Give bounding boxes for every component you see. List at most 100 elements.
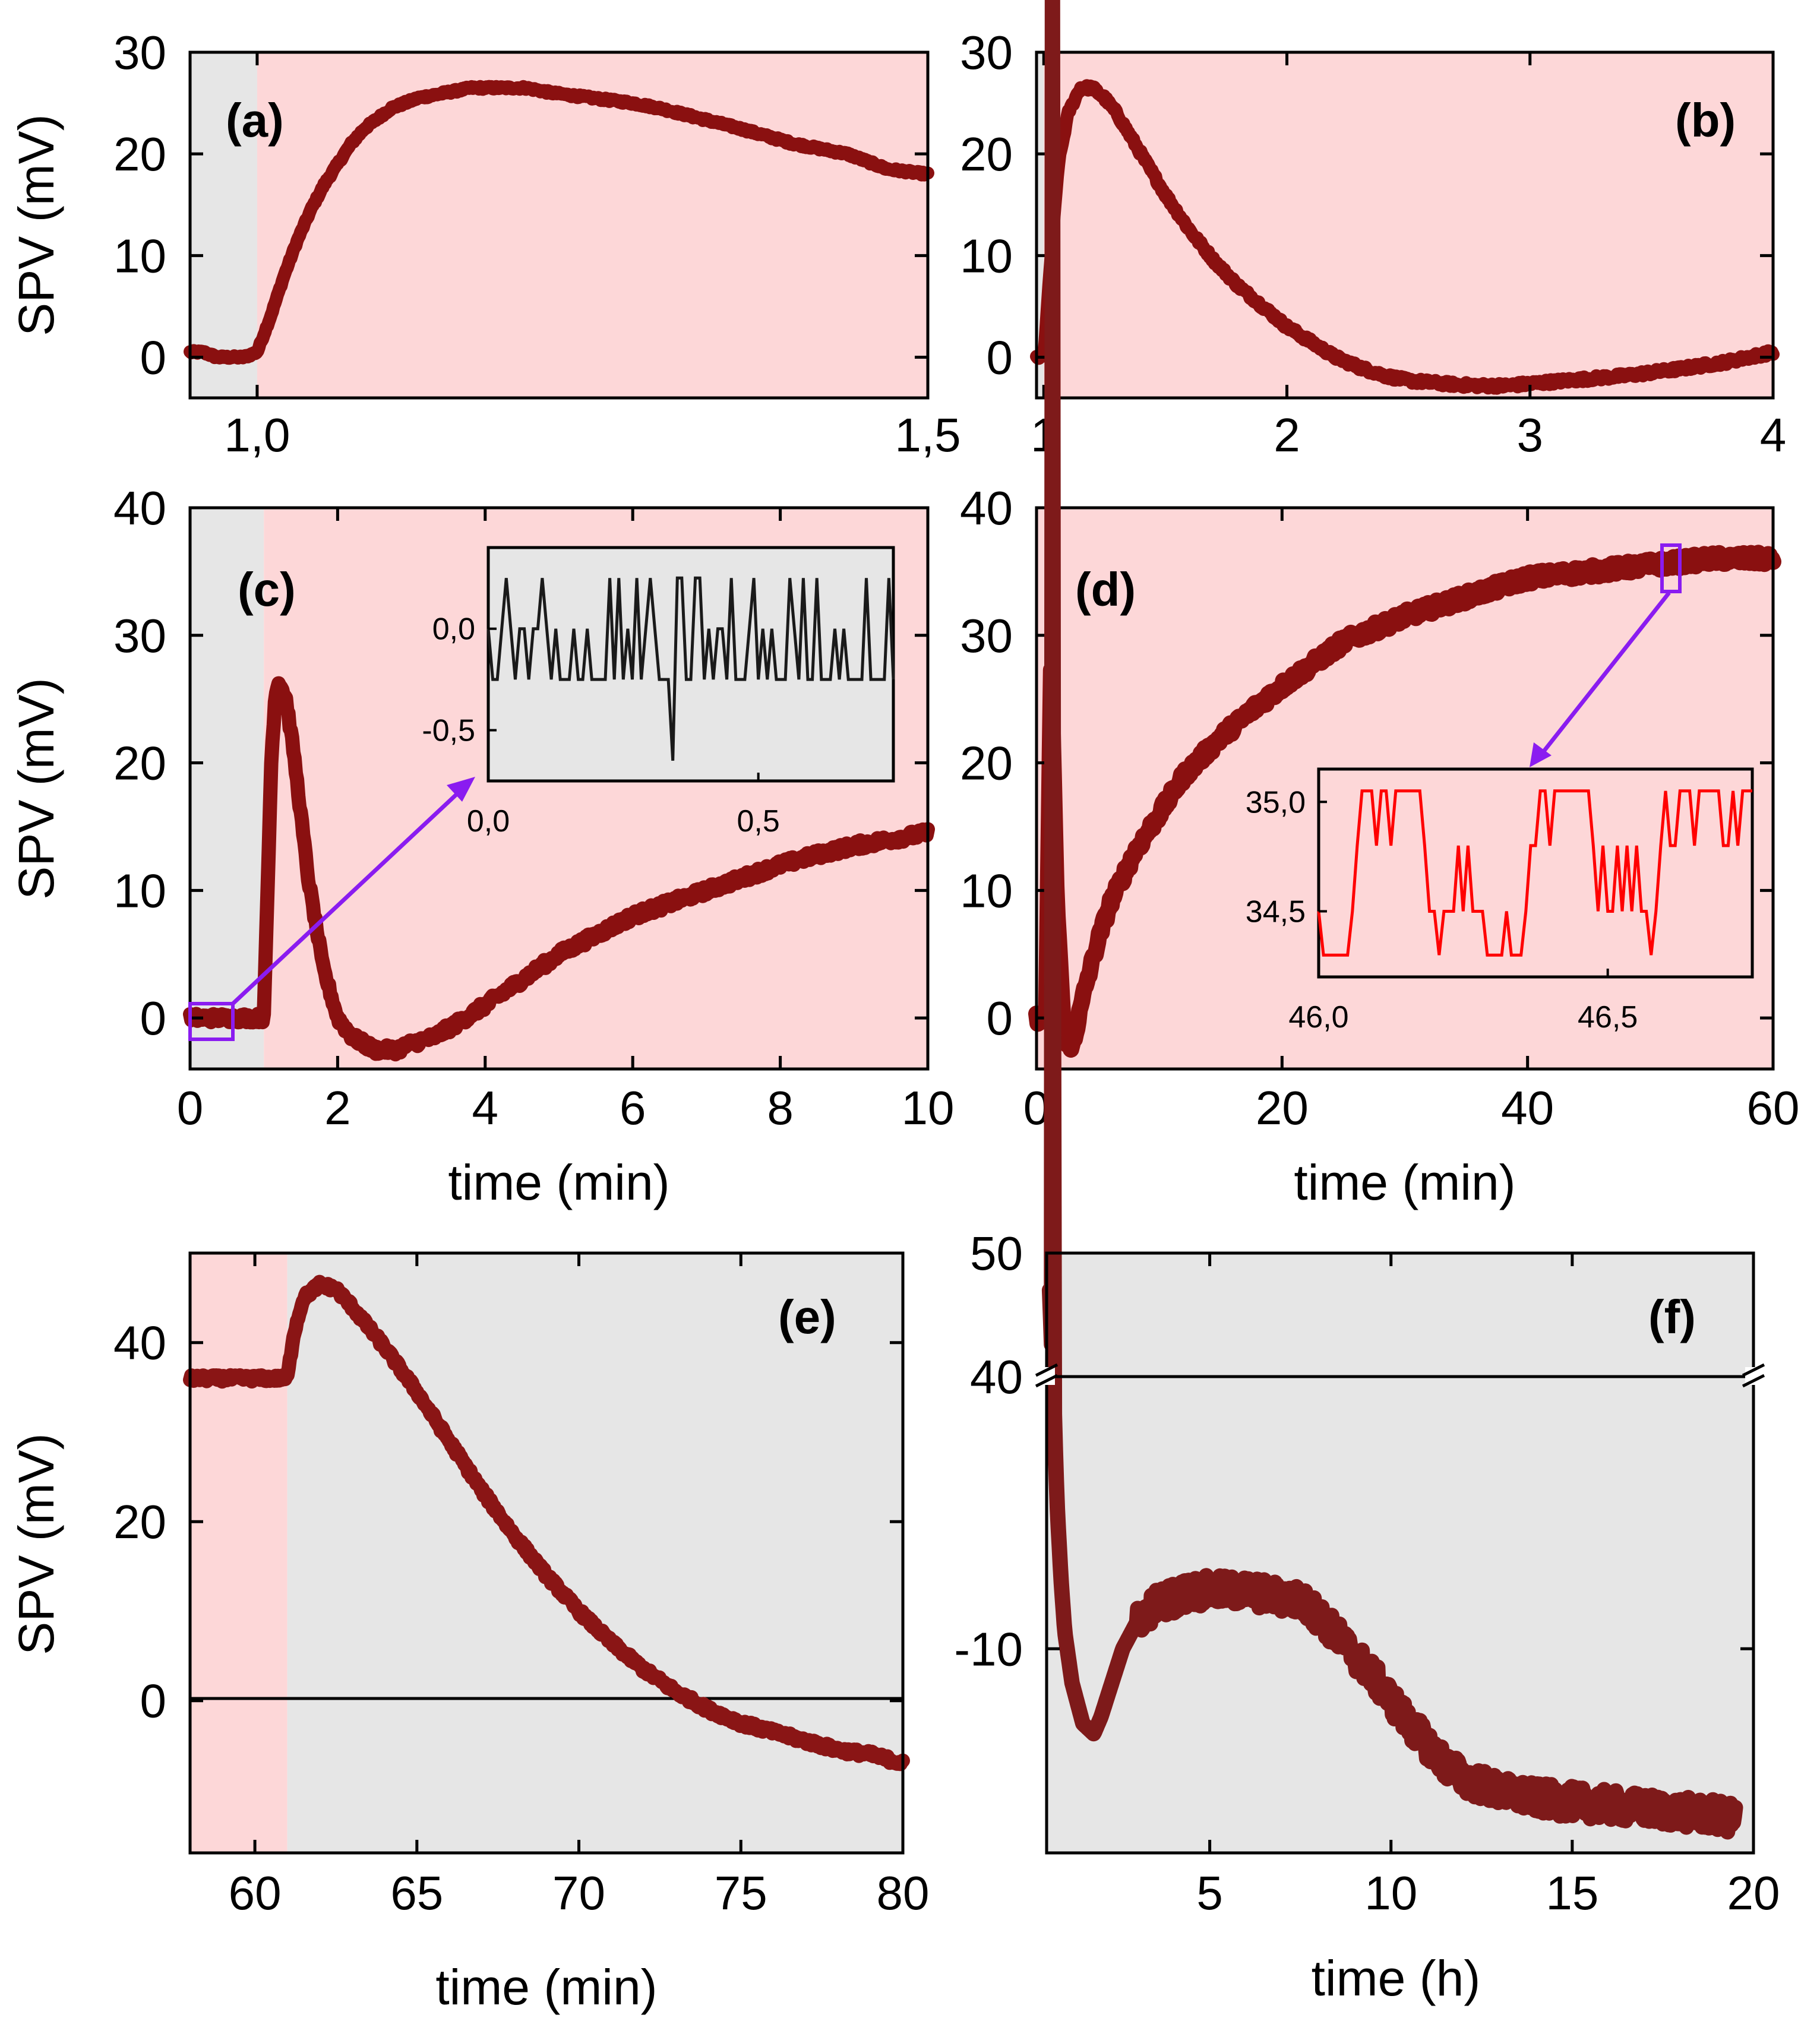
x-tick-label: 80 <box>877 1867 930 1919</box>
panel-c-series <box>183 676 935 1062</box>
x-tick-label: 8 <box>767 1081 794 1134</box>
x-tick-label: 2 <box>324 1081 351 1134</box>
y-tick-label: 10 <box>960 229 1013 282</box>
panel-e-label: (e) <box>778 1290 836 1343</box>
x-tick-label: 6 <box>620 1081 646 1134</box>
panel-c-inset-series <box>486 576 895 761</box>
panel-c-label: (c) <box>238 563 296 616</box>
panel-a-ylabel: SPV (mV) <box>8 114 64 336</box>
panel-f-label: (f) <box>1648 1290 1696 1343</box>
a-region-light <box>257 52 928 398</box>
y-tick-label: 10 <box>113 864 166 917</box>
panel-a-data-line <box>184 80 934 365</box>
panel-c: 0 2 4 6 8 10 0 10 20 30 40 (c) SPV (mV) time (min)… <box>8 482 954 1210</box>
y-tick-label: 30 <box>113 609 166 662</box>
panel-e-data-line <box>183 1274 910 1772</box>
y-tick-label: 0 <box>140 992 167 1045</box>
panel-f-ticks: 5 10 15 20 -10 40 50 <box>954 1227 1780 1919</box>
y-tick-label: 10 <box>113 229 166 282</box>
panel-d-inset-series <box>1317 789 1752 957</box>
y-tick-label: 0 <box>140 331 167 384</box>
y-tick-label: 40 <box>113 482 166 534</box>
y-tick-label: 30 <box>113 26 166 79</box>
inset-y-tick-label: 35,0 <box>1246 785 1306 820</box>
y-tick-label: 10 <box>960 864 1013 917</box>
e-region-light <box>190 1253 287 1853</box>
x-tick-label: 60 <box>1747 1081 1800 1134</box>
panel-f-xlabel: time (h) <box>1312 1950 1481 2006</box>
x-tick-label: 1,0 <box>224 409 290 461</box>
panel-a-background <box>190 52 928 398</box>
panel-c-zoom-box <box>188 1002 235 1041</box>
y-tick-label: 20 <box>960 737 1013 790</box>
inset-data-line <box>1317 789 1752 957</box>
panel-f-axis-break-left <box>1035 1363 1058 1388</box>
panel-a: 1,0 1,5 0 10 20 30 (a) SPV (mV) <box>8 26 961 461</box>
panel-a-ticks: 1,0 1,5 0 10 20 30 <box>113 26 961 461</box>
inset-y-tick-label: -0,5 <box>422 714 475 748</box>
panel-c-data-line <box>183 676 935 1062</box>
panel-a-label: (a) <box>226 94 284 147</box>
x-tick-label: 2 <box>1274 409 1300 461</box>
x-tick-label: 60 <box>229 1867 282 1919</box>
panel-f-series <box>1041 0 1743 1840</box>
panel-c-inset-ticks: 0,0 0,5 0,0 -0,5 <box>422 612 779 839</box>
x-tick-label: 10 <box>1364 1867 1417 1919</box>
panel-d-arrowhead <box>1530 742 1552 767</box>
b-region-light <box>1044 52 1773 398</box>
y-tick-label: 40 <box>113 1317 166 1369</box>
panel-b-label: (b) <box>1675 94 1736 147</box>
panel-d-xlabel: time (min) <box>1294 1154 1515 1210</box>
y-tick-label: 0 <box>987 992 1013 1045</box>
inset-y-tick-label: 34,5 <box>1246 894 1306 929</box>
x-tick-label: 40 <box>1501 1081 1554 1134</box>
panel-c-ticks: 0 2 4 6 8 10 0 10 20 30 40 <box>113 482 954 1134</box>
panel-d-label: (d) <box>1075 563 1136 616</box>
panel-e: 60 65 70 75 80 0 20 40 (e) SPV (mV) time (min) <box>8 1251 930 2015</box>
panel-b-data-line <box>1030 79 1780 395</box>
panel-e-background <box>190 1253 903 1853</box>
x-tick-label: 70 <box>552 1867 605 1919</box>
x-tick-label: 10 <box>902 1081 955 1134</box>
inset-data-line <box>486 576 895 761</box>
y-tick-label: -10 <box>954 1622 1023 1675</box>
panel-e-xlabel: time (min) <box>435 1959 657 2015</box>
inset-x-tick-label: 0,0 <box>467 804 510 839</box>
y-tick-label: 30 <box>960 26 1013 79</box>
panel-c-xlabel: time (min) <box>448 1154 669 1210</box>
x-tick-label: 4 <box>472 1081 499 1134</box>
panel-d-inset-ticks: 46,0 46,5 35,0 34,5 <box>1246 785 1638 1035</box>
panel-a-frame <box>188 50 930 400</box>
panel-f-background <box>1047 1253 1753 1853</box>
inset-y-tick-label: 0,0 <box>432 612 475 647</box>
panel-d-frame <box>1035 506 1775 1071</box>
inset-x-tick-label: 46,5 <box>1578 1000 1638 1035</box>
y-tick-label: 20 <box>113 128 166 181</box>
x-tick-label: 75 <box>715 1867 767 1919</box>
panel-b-background <box>1037 52 1773 398</box>
x-tick-label: 20 <box>1256 1081 1309 1134</box>
panel-c-zoom-arrow <box>231 785 466 1005</box>
y-tick-label: 20 <box>113 737 166 790</box>
a-region-dark <box>190 52 257 398</box>
x-tick-label: 20 <box>1727 1867 1780 1919</box>
panel-b-series <box>1030 79 1780 395</box>
x-tick-label: 0 <box>177 1081 204 1134</box>
panel-a-series <box>184 80 934 365</box>
y-tick-label: 0 <box>987 331 1013 384</box>
inset-x-tick-label: 46,0 <box>1288 1000 1348 1035</box>
panel-d-inset: 46,0 46,5 35,0 34,5 <box>1246 767 1754 1035</box>
y-tick-label: 0 <box>140 1675 167 1728</box>
panel-f-frame <box>1045 1251 1755 1855</box>
c-region-dark <box>190 508 264 1069</box>
panel-d-inset-frame <box>1317 767 1754 979</box>
panel-c-arrowhead <box>447 777 475 802</box>
x-tick-label: 15 <box>1546 1867 1598 1919</box>
x-tick-label: 3 <box>1517 409 1544 461</box>
panel-f-data-line <box>1041 0 1743 1840</box>
y-tick-label: 40 <box>970 1350 1023 1403</box>
